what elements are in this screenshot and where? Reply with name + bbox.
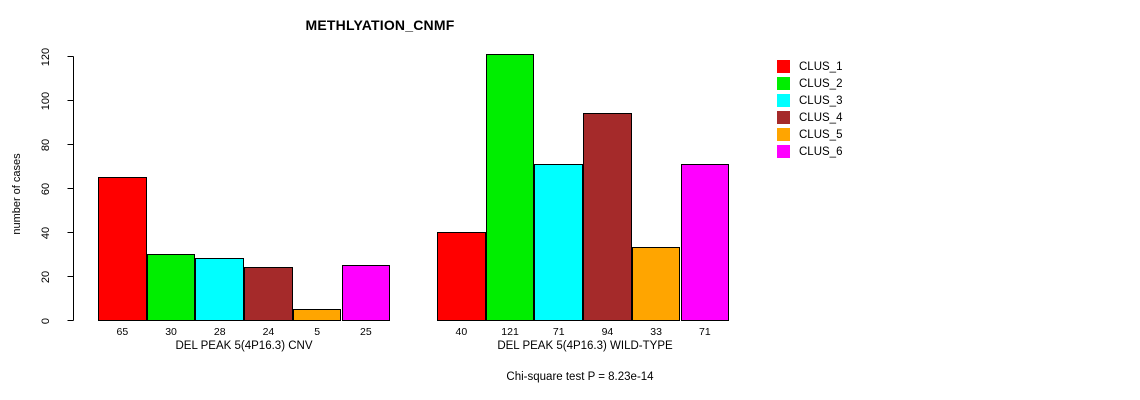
- legend-label: CLUS_3: [799, 94, 843, 107]
- bar: [244, 267, 293, 321]
- legend-label: CLUS_2: [799, 77, 843, 90]
- legend-item: CLUS_2: [777, 75, 842, 92]
- legend-label: CLUS_1: [799, 60, 843, 73]
- legend-label: CLUS_5: [799, 128, 843, 141]
- legend-label: CLUS_4: [799, 111, 843, 124]
- group-label-cnv: DEL PEAK 5(4P16.3) CNV: [175, 340, 313, 352]
- bar: [98, 177, 147, 321]
- bar: [195, 258, 245, 321]
- legend-item: CLUS_3: [777, 92, 842, 109]
- bar: [534, 163, 584, 321]
- bar-value-label: 25: [360, 326, 372, 338]
- bar: [485, 53, 535, 321]
- legend-swatch-icon: [777, 128, 790, 141]
- bar-value-label: 24: [262, 326, 275, 338]
- legend-swatch-icon: [777, 145, 790, 158]
- bar-value-label: 121: [501, 326, 519, 338]
- legend-swatch-icon: [777, 111, 790, 124]
- legend-item: CLUS_6: [777, 143, 842, 160]
- chi-square-annotation: Chi-square test P = 8.23e-14: [506, 371, 654, 383]
- legend-item: CLUS_5: [777, 126, 842, 143]
- bar-value-label: 71: [699, 326, 711, 338]
- legend-label: CLUS_6: [799, 145, 843, 158]
- bar: [583, 113, 632, 321]
- bar-value-label: 5: [314, 326, 321, 338]
- bar: [437, 232, 486, 321]
- bar-value-label: 65: [116, 326, 129, 338]
- bar-value-label: 30: [165, 326, 177, 338]
- bar: [680, 163, 730, 321]
- bar-value-label: 40: [455, 326, 468, 338]
- legend: CLUS_1 CLUS_2 CLUS_3 CLUS_4 CLUS_5 CLUS_6: [777, 58, 842, 160]
- legend-item: CLUS_1: [777, 58, 842, 75]
- legend-swatch-icon: [777, 60, 790, 73]
- legend-item: CLUS_4: [777, 109, 842, 126]
- bar: [341, 265, 391, 321]
- bar-value-label: 71: [552, 326, 565, 338]
- bar: [292, 309, 342, 321]
- legend-swatch-icon: [777, 77, 790, 90]
- bar: [146, 254, 196, 321]
- bar-value-label: 94: [601, 326, 614, 338]
- bar: [631, 247, 681, 321]
- group-label-wild-type: DEL PEAK 5(4P16.3) WILD-TYPE: [497, 340, 673, 352]
- bar-value-label: 33: [650, 326, 662, 338]
- chart-title: METHLYATION_CNMF: [305, 17, 455, 33]
- legend-swatch-icon: [777, 94, 790, 107]
- bar-value-label: 28: [213, 326, 226, 338]
